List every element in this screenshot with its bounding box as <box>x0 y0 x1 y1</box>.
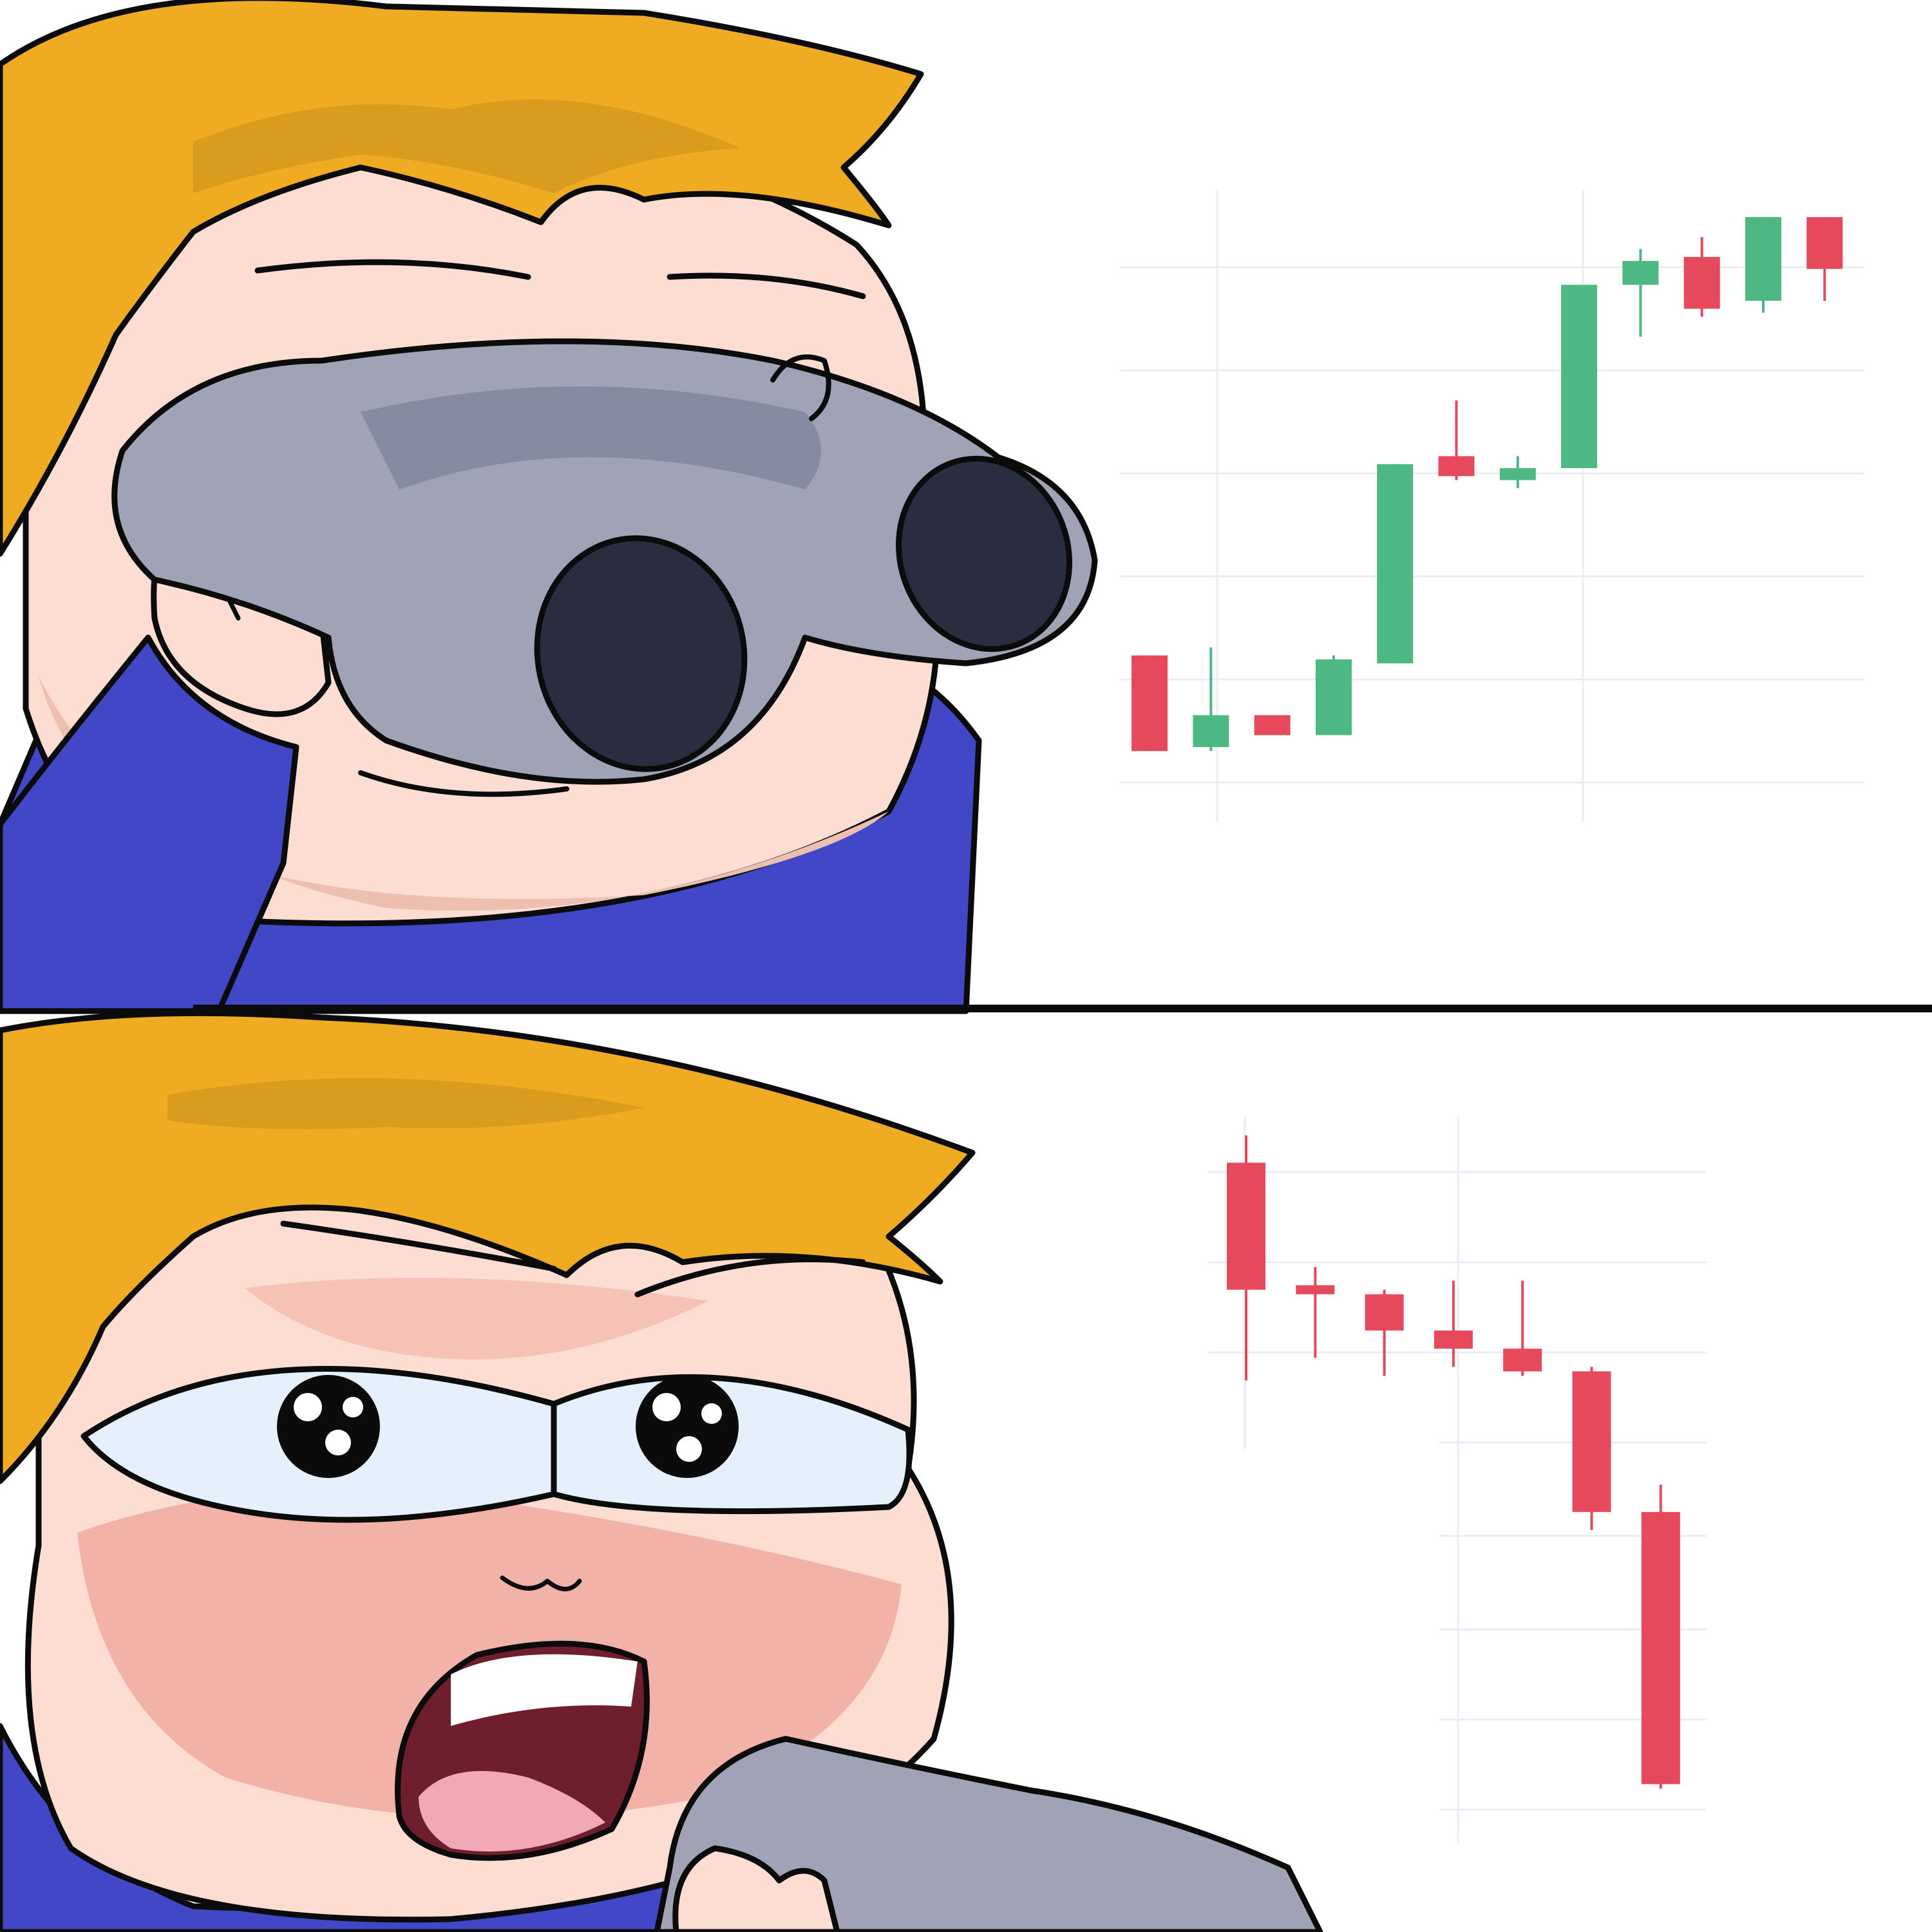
candle-bearish <box>1806 217 1843 269</box>
top-panel <box>0 0 1864 1014</box>
eyebrow-left <box>280 1220 557 1272</box>
happy-character <box>0 0 1098 1014</box>
pupil-shine <box>652 1393 681 1421</box>
candle-bullish <box>1622 261 1659 285</box>
candle-bearish <box>1503 1349 1542 1372</box>
pupil-shine <box>294 1393 322 1421</box>
hair-shadow <box>193 99 741 193</box>
forehead-blush <box>245 1278 708 1359</box>
binocular-lens-left <box>534 535 748 772</box>
candle-bearish <box>1365 1294 1404 1331</box>
candle-bearish <box>1254 715 1291 735</box>
hair <box>0 1010 976 1484</box>
candle-bullish <box>1499 468 1536 480</box>
candle-bearish <box>1683 257 1720 309</box>
binocular-shading <box>361 386 821 489</box>
panel-divider <box>193 1005 1932 1012</box>
arm-sleeve <box>0 634 299 1014</box>
pupil-left <box>277 1375 380 1478</box>
top-chart <box>1121 190 1864 821</box>
candle-bullish <box>1193 715 1229 748</box>
pupil-shine <box>701 1403 722 1424</box>
eyebrow-right <box>667 272 866 299</box>
top-chart-grid <box>1121 190 1864 821</box>
binocular-bridge <box>770 354 831 421</box>
top-chart-candles <box>1132 217 1843 752</box>
binocular-lens-right <box>896 455 1072 652</box>
candle-bearish <box>1227 1162 1265 1290</box>
eyebrow-right <box>634 1256 866 1298</box>
bottom-chart-candles <box>1227 1135 1680 1789</box>
candle-bearish <box>1296 1285 1335 1294</box>
teeth <box>451 1654 638 1726</box>
candle-bearish <box>1132 655 1168 752</box>
pupil-shine <box>325 1430 351 1455</box>
pupil-shine <box>676 1436 702 1462</box>
bottom-chart <box>1208 1117 1707 1843</box>
eyebrow-left <box>254 259 531 280</box>
hair-shadow <box>167 1078 644 1130</box>
hand <box>672 1845 840 1932</box>
pupil-shine <box>343 1397 363 1417</box>
tongue <box>419 1771 605 1852</box>
smile <box>358 770 569 797</box>
candle-bullish <box>1745 217 1781 301</box>
bottom-panel <box>0 1010 1707 1932</box>
nose <box>500 1575 582 1591</box>
candle-bearish <box>1434 1331 1473 1349</box>
pupil-right <box>636 1375 739 1478</box>
candle-bullish <box>1561 285 1598 468</box>
candle-bearish <box>1572 1371 1611 1512</box>
shocked-character <box>0 1010 1323 1932</box>
candle-bearish <box>1641 1511 1680 1785</box>
candle-bullish <box>1315 659 1352 735</box>
candle-bullish <box>1377 464 1414 664</box>
candle-bearish <box>1438 456 1475 477</box>
